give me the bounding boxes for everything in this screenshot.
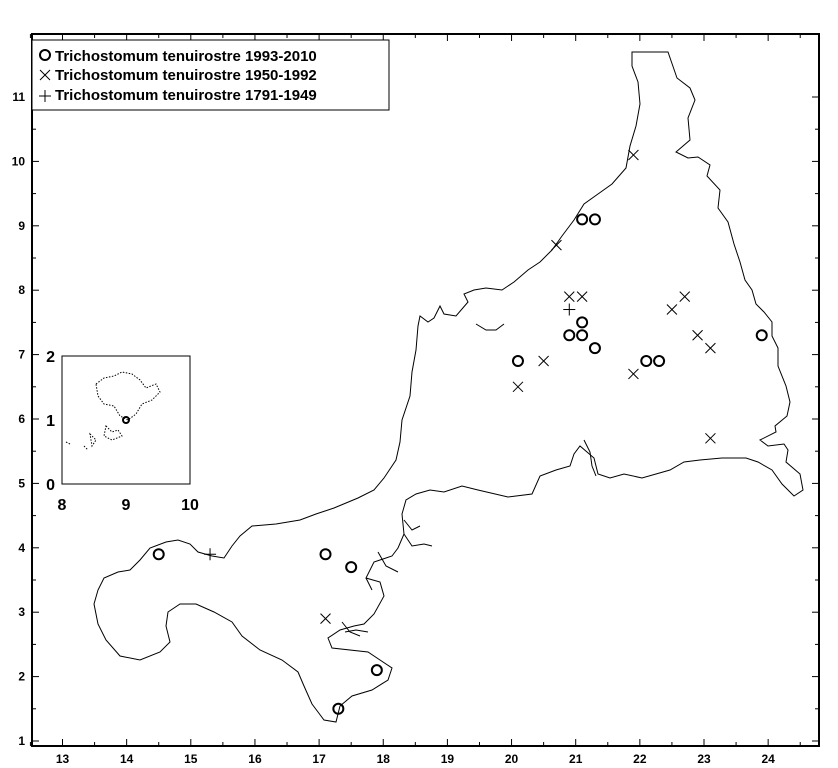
x-tick-label: 24: [761, 752, 775, 766]
estuary-line-east: [583, 439, 597, 477]
river-mouth-north: [475, 323, 505, 331]
circle-record-marker: [755, 329, 768, 342]
x-record-marker: [563, 291, 575, 302]
coastline-outline: [93, 51, 804, 723]
x-tick-label: 15: [184, 752, 198, 766]
x-record-marker: [628, 149, 639, 161]
circle-record-marker: [588, 213, 601, 226]
x-record-marker: [679, 291, 691, 302]
inset-frame: [61, 355, 191, 485]
x-record-marker: [692, 329, 703, 341]
x-record-marker: [551, 239, 562, 251]
legend-x-icon: [39, 69, 51, 81]
inset-x-tick-label: 8: [58, 497, 67, 514]
legend-circle-icon: [39, 49, 51, 61]
circle-record-marker: [511, 355, 524, 368]
x-record-marker: [576, 291, 588, 302]
record-markers: [152, 149, 768, 715]
x-tick-label: 23: [697, 752, 711, 766]
circle-record-marker: [152, 548, 165, 561]
x-record-marker: [538, 355, 549, 367]
circle-record-marker: [332, 702, 345, 715]
inset-tick-labels: 8 9 10 0 1 2: [46, 349, 199, 514]
x-tick-label: 17: [312, 752, 326, 766]
legend-plus-icon: [39, 90, 51, 102]
x-record-marker: [628, 368, 639, 380]
y-tick-label: 4: [18, 541, 25, 555]
circle-record-marker: [640, 355, 653, 368]
x-record-marker: [705, 342, 716, 354]
x-record-marker: [320, 613, 331, 624]
inset-circle-marker: [122, 416, 130, 424]
circle-record-marker: [588, 342, 601, 355]
circle-record-marker: [370, 664, 383, 677]
legend-label-1791-1949: Trichostomum tenuirostre 1791-1949: [55, 87, 317, 104]
plot-frame: [31, 33, 820, 747]
circle-record-marker: [576, 316, 589, 329]
inset-islands: [65, 371, 161, 451]
x-tick-label: 19: [441, 752, 455, 766]
x-tick-label: 14: [120, 752, 134, 766]
y-tick-label: 11: [12, 90, 25, 104]
legend-box: [31, 39, 390, 111]
circle-record-marker: [653, 355, 666, 368]
y-tick-label: 8: [18, 283, 25, 297]
circle-record-marker: [576, 329, 589, 342]
estuary-line-south: [341, 519, 433, 637]
legend: Trichostomum tenuirostre 1993-2010 Trich…: [31, 39, 390, 111]
circle-record-marker: [319, 548, 332, 561]
x-tick-label: 18: [377, 752, 391, 766]
x-record-marker: [512, 381, 524, 393]
inset-x-tick-label: 9: [122, 497, 131, 514]
y-tick-label: 10: [12, 154, 26, 168]
y-tick-label: 9: [18, 219, 25, 233]
inset-x-tick-label: 10: [181, 497, 199, 514]
x-tick-label: 22: [633, 752, 647, 766]
inset-y-tick-label: 1: [46, 413, 55, 430]
circle-record-marker: [576, 213, 589, 226]
legend-label-1993-2010: Trichostomum tenuirostre 1993-2010: [55, 48, 317, 65]
legend-label-1950-1992: Trichostomum tenuirostre 1950-1992: [55, 67, 317, 84]
circle-record-marker: [345, 561, 358, 574]
inset-map: 8 9 10 0 1 2: [46, 349, 199, 514]
x-tick-label: 21: [569, 752, 583, 766]
x-tick-label: 13: [56, 752, 70, 766]
x-tick-label: 20: [505, 752, 519, 766]
circle-record-marker: [563, 329, 576, 342]
inset-y-tick-label: 0: [46, 477, 55, 494]
y-tick-label: 3: [18, 605, 25, 619]
y-tick-label: 7: [18, 348, 25, 362]
x-record-marker: [666, 304, 678, 315]
inset-markers: [122, 416, 130, 424]
x-record-marker: [705, 432, 716, 444]
plus-record-marker: [204, 548, 217, 561]
y-tick-label: 1: [18, 734, 25, 748]
y-tick-label: 6: [18, 412, 25, 426]
plus-record-marker: [563, 303, 576, 316]
axis-ticks: [29, 34, 819, 746]
y-tick-label: 2: [18, 670, 25, 684]
inset-y-tick-label: 2: [46, 349, 55, 366]
y-tick-label: 5: [18, 476, 25, 490]
x-tick-label: 16: [248, 752, 262, 766]
